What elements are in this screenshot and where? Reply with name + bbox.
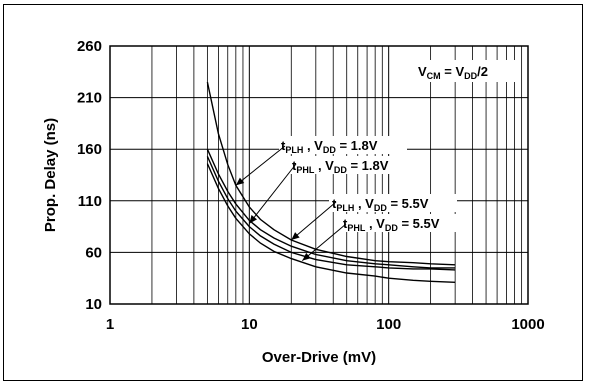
series-lines: [206, 81, 456, 283]
series-arrow-head: [291, 232, 300, 241]
figure-frame: [3, 4, 583, 381]
series-label-background: [340, 214, 460, 232]
x-axis-label: Over-Drive (mV): [262, 349, 376, 366]
plot-area-border: [109, 45, 529, 305]
y-tick-label: 110: [78, 193, 102, 210]
series-line-3: [206, 156, 456, 271]
series-label-1: tPLH , VDD = 1.8V: [281, 138, 378, 155]
x-tick-label: 1: [106, 316, 114, 333]
series-arrow-line: [235, 145, 286, 186]
y-tick-label: 10: [85, 296, 102, 313]
annotations: VCM = VDD/2 tPLH , VDD = 1.8V tPHL , VDD =…: [235, 60, 518, 262]
series-arrow-head: [302, 252, 311, 261]
x-tick-label: 100: [376, 316, 401, 333]
x-tick-label: 1000: [511, 316, 544, 333]
note-background: [414, 60, 518, 82]
series-label-3: tPLH , VDD = 5.5V: [332, 196, 429, 213]
y-tick-label: 160: [77, 141, 102, 158]
series-arrow-head: [249, 215, 258, 224]
series-label-background: [329, 194, 457, 212]
series-label-2: tPHL , VDD = 1.8V: [292, 158, 389, 175]
y-tick-label: 210: [77, 90, 102, 107]
series-line-4: [206, 163, 456, 283]
series-line-2: [206, 148, 456, 269]
series-label-background: [289, 156, 409, 174]
y-axis-label: Prop. Delay (ns): [42, 118, 59, 232]
y-tick-label: 60: [85, 244, 102, 261]
series-arrow-line: [248, 163, 297, 224]
series-arrow-head: [235, 177, 245, 186]
series-arrow-line: [301, 223, 347, 262]
y-tick-label: 260: [77, 38, 102, 55]
series-label-4: tPHL , VDD = 5.5V: [343, 216, 440, 233]
series-label-background: [279, 136, 407, 154]
series-arrow-line: [290, 201, 337, 241]
vcm-note: VCM = VDD/2: [418, 64, 488, 81]
grid: [110, 46, 528, 304]
x-tick-label: 10: [241, 316, 258, 333]
